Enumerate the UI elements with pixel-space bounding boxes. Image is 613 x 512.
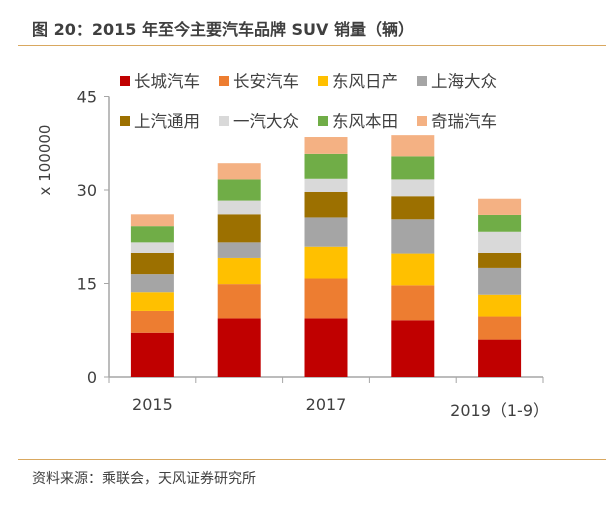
bar-segment bbox=[130, 252, 174, 275]
bar-segment bbox=[391, 253, 435, 286]
bar-segment bbox=[217, 200, 261, 215]
legend-item: 长城汽车 bbox=[120, 72, 200, 91]
bar-segment bbox=[304, 178, 348, 192]
y-tick-label: 30 bbox=[77, 181, 97, 200]
legend-item: 东风日产 bbox=[318, 72, 398, 91]
source-note: 资料来源：乘联会，天风证券研究所 bbox=[32, 471, 256, 487]
bar-segment bbox=[130, 274, 174, 293]
legend-label: 东风日产 bbox=[332, 72, 398, 91]
bar-segment bbox=[391, 196, 435, 220]
bar-segment bbox=[217, 257, 261, 285]
bar-segment bbox=[217, 179, 261, 201]
bar-segment bbox=[391, 156, 435, 180]
y-tick-label: 0 bbox=[87, 368, 97, 387]
legend-item: 上海大众 bbox=[417, 72, 497, 91]
bar-segment bbox=[130, 214, 174, 227]
legend-item: 一汽大众 bbox=[219, 112, 299, 131]
bar-segment bbox=[478, 231, 522, 253]
bar-segment bbox=[391, 320, 435, 377]
legend-swatch bbox=[219, 116, 229, 126]
bar-segment bbox=[478, 214, 522, 232]
bar-segment bbox=[391, 219, 435, 254]
legend-item: 东风本田 bbox=[318, 112, 398, 131]
bar-segment bbox=[478, 267, 522, 295]
y-axis: 0 15 30 45 bbox=[77, 88, 110, 387]
footer-divider bbox=[18, 459, 606, 460]
legend-swatch bbox=[120, 116, 130, 126]
bar-segment bbox=[217, 214, 261, 243]
bar-segment bbox=[304, 137, 348, 154]
bar-segment bbox=[391, 135, 435, 157]
bar-segment bbox=[217, 242, 261, 258]
bar-segment bbox=[391, 285, 435, 321]
legend-label: 东风本田 bbox=[332, 112, 398, 131]
legend-swatch bbox=[417, 116, 427, 126]
x-tick-label: 2015 bbox=[132, 395, 173, 414]
legend-swatch bbox=[120, 76, 130, 86]
bar-segment bbox=[304, 278, 348, 319]
bar-segment bbox=[130, 310, 174, 333]
legend-label: 奇瑞汽车 bbox=[431, 112, 497, 131]
legend-label: 长城汽车 bbox=[134, 72, 200, 91]
bar-segment bbox=[217, 163, 261, 180]
y-axis-label: x 100000 bbox=[36, 125, 54, 196]
legend-swatch bbox=[219, 76, 229, 86]
legend-swatch bbox=[417, 76, 427, 86]
bar-segment bbox=[478, 198, 522, 215]
bar-segment bbox=[304, 153, 348, 179]
bar-segment bbox=[130, 332, 174, 377]
legend-item: 长安汽车 bbox=[219, 72, 299, 91]
legend-swatch bbox=[318, 76, 328, 86]
legend-label: 上海大众 bbox=[431, 72, 497, 91]
bar-segment bbox=[478, 252, 522, 268]
bar-segment bbox=[478, 294, 522, 317]
bars bbox=[130, 135, 522, 377]
bar-segment bbox=[304, 246, 348, 279]
legend-item: 上汽通用 bbox=[120, 112, 200, 131]
legend-label: 长安汽车 bbox=[233, 72, 299, 91]
bar-segment bbox=[130, 242, 174, 253]
bar-segment bbox=[478, 339, 522, 377]
x-axis: 2015 2017 2019（1-9） bbox=[108, 376, 549, 420]
legend-item: 奇瑞汽车 bbox=[417, 112, 497, 131]
title-divider bbox=[18, 45, 606, 46]
x-tick-label: 2019（1-9） bbox=[450, 401, 549, 420]
y-tick-label: 45 bbox=[77, 88, 97, 107]
bar-segment bbox=[130, 226, 174, 243]
x-tick-label: 2017 bbox=[306, 395, 347, 414]
figure-title: 图 20：2015 年至今主要汽车品牌 SUV 销量（辆） bbox=[32, 20, 414, 39]
bar-segment bbox=[130, 292, 174, 311]
bar-segment bbox=[304, 217, 348, 247]
bar-segment bbox=[304, 191, 348, 218]
bar-segment bbox=[478, 316, 522, 340]
legend-label: 一汽大众 bbox=[233, 112, 299, 131]
legend-swatch bbox=[318, 116, 328, 126]
bar-segment bbox=[217, 318, 261, 377]
bar-segment bbox=[391, 179, 435, 197]
legend-label: 上汽通用 bbox=[134, 112, 200, 131]
bar-segment bbox=[304, 318, 348, 377]
bar-segment bbox=[217, 284, 261, 319]
y-tick-label: 15 bbox=[77, 275, 97, 294]
